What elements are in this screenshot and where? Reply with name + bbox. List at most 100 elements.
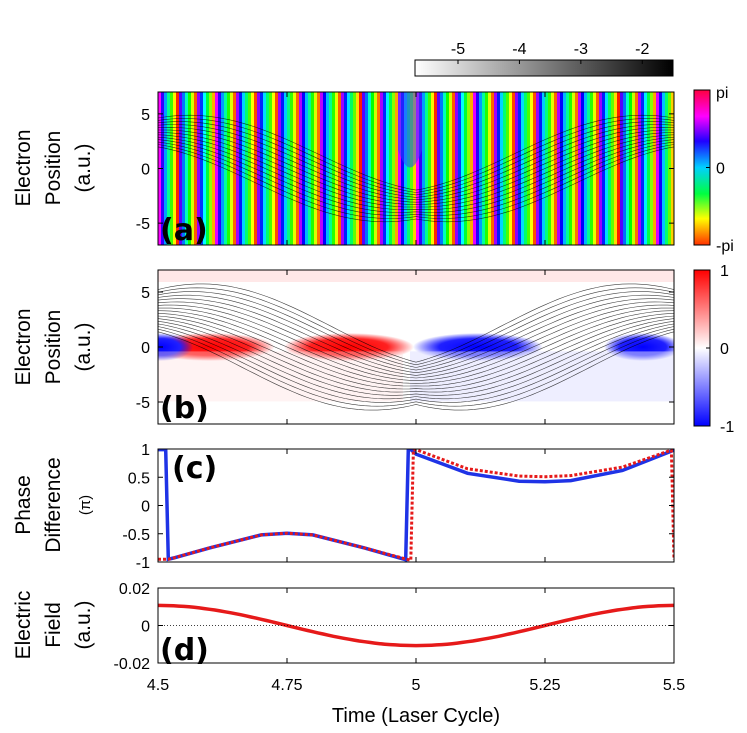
phase-stripe	[188, 92, 192, 245]
phase-stripe	[449, 92, 453, 245]
contour-line	[158, 118, 674, 193]
contour-line	[158, 124, 674, 198]
phase-stripe	[266, 92, 270, 245]
contour-line	[158, 307, 674, 382]
phase-stripe	[545, 92, 549, 245]
phase-stripe	[518, 92, 522, 245]
phase-stripe	[440, 92, 444, 245]
phase-stripe	[176, 92, 180, 245]
ytick-label-d: -0.02	[114, 656, 151, 673]
phase-stripe	[593, 92, 597, 245]
phase-stripe	[260, 92, 264, 245]
panel-c-ylabel-line-2: Difference	[42, 457, 65, 552]
phase-stripe	[191, 92, 195, 245]
gray-cbar-label: -4	[512, 41, 526, 58]
phase-stripe	[227, 92, 231, 245]
phase-stripe	[293, 92, 297, 245]
phase-stripe	[272, 92, 276, 245]
phase-stripe	[482, 92, 486, 245]
grayscale-colorbar: -5 -4 -3 -2	[414, 41, 674, 77]
phase-stripe	[170, 92, 174, 245]
phase-stripe	[647, 92, 651, 245]
phase-stripe	[590, 92, 594, 245]
phase-stripe	[212, 92, 216, 245]
contour-line	[158, 294, 674, 371]
phase-stripe	[578, 92, 582, 245]
phase-stripe	[470, 92, 474, 245]
phase-stripe	[281, 92, 285, 245]
phase-stripe	[377, 92, 381, 245]
phase-stripe	[638, 92, 642, 245]
contour-line	[158, 331, 674, 411]
phase-stripe	[419, 92, 423, 245]
amplitude-colorbar: 1 0 -1	[693, 263, 734, 436]
panel-d-label: (d)	[160, 633, 209, 668]
svg-text:Position: Position	[42, 131, 65, 206]
phase-stripe	[374, 92, 378, 245]
phase-stripe	[503, 92, 507, 245]
ytick-label-c: -0.5	[122, 527, 150, 544]
phase-stripe	[389, 92, 393, 245]
panel-a-ylabel-line-3: (a.u.)	[72, 143, 95, 192]
contour-line	[158, 129, 674, 203]
contour-line	[158, 132, 674, 205]
contour-line	[158, 304, 674, 379]
phase-stripe	[626, 92, 630, 245]
phase-stripe	[560, 92, 564, 245]
phase-stripe	[323, 92, 327, 245]
phase-stripe	[467, 92, 471, 245]
phase-stripe	[599, 92, 603, 245]
phase-stripe	[404, 92, 408, 245]
contour-line	[158, 141, 674, 216]
panel-a-label: (a)	[160, 213, 208, 248]
svg-text:(a.u.): (a.u.)	[72, 143, 95, 192]
contour-line	[158, 298, 674, 374]
panel-a: -5 0 5 (a) Electron Position (a.u.)	[12, 91, 675, 248]
phase-stripe	[350, 92, 354, 245]
gray-cbar-label: -5	[451, 41, 465, 58]
phase-stripe	[278, 92, 282, 245]
phase-stripe	[485, 92, 489, 245]
phase-stripe	[290, 92, 294, 245]
contour-line	[158, 136, 674, 211]
panel-a-ylabel-line-2: Position	[42, 131, 65, 206]
panel-d-ylabel-line-2: Field	[42, 602, 65, 648]
panel-c-ylabel-line-1: Phase	[12, 475, 35, 535]
panel-b-label: (b)	[160, 391, 209, 426]
phase-stripe	[497, 92, 501, 245]
xtick-label: 4.5	[147, 677, 169, 694]
phase-stripe	[551, 92, 555, 245]
phase-stripe	[239, 92, 243, 245]
ytick-label-b: 0	[141, 340, 150, 357]
contour-line	[158, 126, 674, 201]
contour-line	[158, 283, 674, 363]
phase-stripe	[602, 92, 606, 245]
amp-cbar-label: 0	[720, 341, 729, 358]
contour-line	[158, 326, 674, 403]
phase-stripe	[548, 92, 552, 245]
phase-stripe	[536, 92, 540, 245]
ytick-label-b: 5	[141, 285, 150, 302]
svg-text:(π): (π)	[77, 495, 94, 515]
xtick-label: 5.5	[663, 677, 685, 694]
phase-stripe	[353, 92, 357, 245]
svg-text:Field: Field	[42, 602, 65, 648]
phase-stripe	[527, 92, 531, 245]
contour-line	[158, 134, 674, 208]
phase-stripe	[458, 92, 462, 245]
phase-cbar-label: pi	[716, 85, 728, 102]
phase-stripe	[611, 92, 615, 245]
contour-lines-b	[158, 283, 674, 411]
series-dotted	[158, 449, 674, 562]
ytick-label-a: 0	[141, 162, 150, 179]
phase-stripe	[221, 92, 225, 245]
phase-stripe	[494, 92, 498, 245]
phase-stripe	[344, 92, 348, 245]
phase-stripe	[455, 92, 459, 245]
phase-stripe	[254, 92, 258, 245]
ytick-label-c: 0.5	[128, 470, 150, 487]
phase-stripe	[443, 92, 447, 245]
phase-stripe	[566, 92, 570, 245]
contour-line	[158, 323, 674, 400]
phase-stripe	[407, 92, 411, 245]
